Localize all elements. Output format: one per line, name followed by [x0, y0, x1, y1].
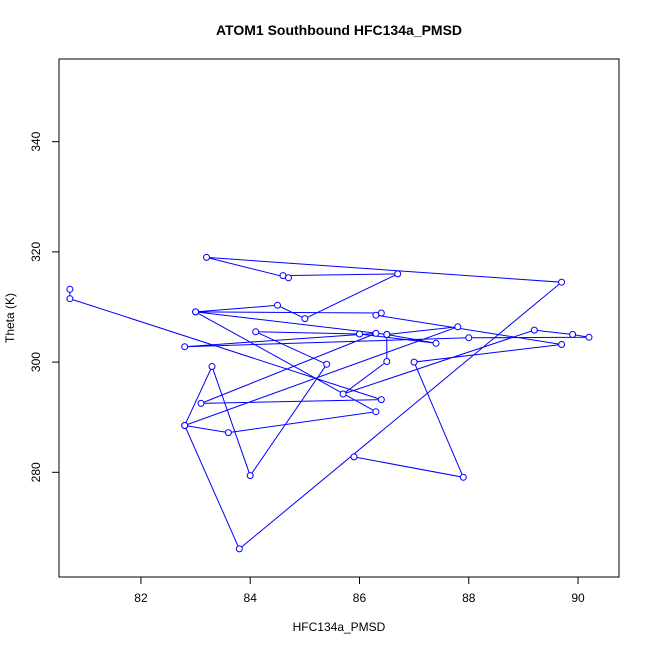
x-tick-label: 90	[571, 591, 585, 605]
plot-frame	[58, 58, 620, 578]
y-tick-label: 300	[29, 352, 43, 372]
data-point	[285, 274, 292, 282]
data-point	[372, 408, 380, 416]
data-point	[410, 358, 418, 366]
data-point	[339, 390, 347, 398]
data-point	[459, 473, 467, 481]
data-point	[246, 472, 254, 480]
data-point	[66, 285, 74, 293]
y-tick-label: 340	[29, 131, 43, 151]
data-point	[66, 295, 74, 303]
x-axis-label: HFC134a_PMSD	[293, 620, 386, 634]
series-layer	[66, 253, 593, 553]
y-axis-label: Theta (K)	[3, 293, 17, 343]
data-point	[208, 363, 216, 370]
data-point	[558, 278, 566, 286]
data-point	[252, 328, 260, 336]
data-point	[323, 360, 331, 368]
data-point	[377, 396, 385, 404]
x-tick-label: 86	[353, 591, 367, 605]
data-point	[372, 311, 380, 319]
data-point	[383, 358, 391, 365]
data-point	[203, 253, 210, 261]
data-point	[181, 343, 189, 351]
data-point	[356, 330, 363, 338]
y-tick-label: 280	[29, 462, 43, 482]
data-point	[192, 308, 200, 316]
data-point	[383, 331, 391, 338]
data-point	[301, 315, 309, 323]
data-point	[224, 429, 232, 437]
data-point	[181, 422, 189, 429]
x-tick-label: 84	[244, 591, 258, 605]
data-point	[530, 326, 538, 334]
data-point	[235, 545, 243, 553]
data-point	[274, 301, 281, 309]
x-tick-label: 82	[134, 591, 148, 605]
data-point	[465, 334, 473, 342]
data-point	[372, 329, 380, 337]
y-tick-label: 320	[29, 242, 43, 262]
data-point	[454, 323, 462, 331]
data-point	[432, 339, 440, 347]
y-axis: 280 300 320 340	[29, 131, 59, 482]
chart-title: ATOM1 Southbound HFC134a_PMSD	[216, 22, 462, 38]
data-point	[350, 453, 358, 461]
data-point	[585, 333, 593, 341]
series-line	[69, 256, 590, 550]
x-axis: 82 84 86 88 90	[134, 577, 585, 605]
data-point	[394, 270, 402, 278]
data-point	[569, 331, 577, 338]
x-tick-label: 88	[462, 591, 476, 605]
data-point	[558, 341, 566, 348]
data-point	[197, 399, 205, 407]
